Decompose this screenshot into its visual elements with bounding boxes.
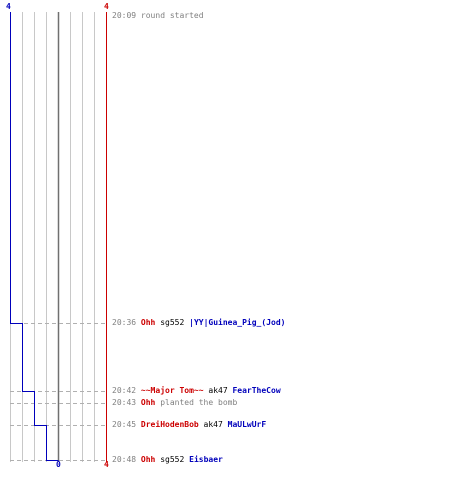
- blue-start-score: 4: [6, 2, 11, 11]
- weapon-name: sg552: [160, 318, 185, 327]
- victim-name: Eisbaer: [189, 455, 223, 464]
- grid-lines: [10, 12, 95, 462]
- event-row: 20:45 DreiHodenBob ak47 MaULwUrF: [112, 420, 266, 430]
- killer-name: Ohh: [140, 455, 156, 464]
- event-row: 20:48 Ohh sg552 Eisbaer: [112, 455, 223, 465]
- victim-name: FearTheCow: [232, 386, 281, 395]
- killer-name: ~~Major Tom~~: [140, 386, 204, 395]
- weapon-name: ak47: [203, 420, 223, 429]
- event-time: 20:43: [112, 398, 137, 407]
- event-message: planted the bomb: [160, 398, 238, 407]
- event-row: 20:42 ~~Major Tom~~ ak47 FearTheCow: [112, 386, 281, 396]
- killer-name: Ohh: [140, 318, 156, 327]
- event-message: round started: [140, 11, 204, 20]
- event-row: 20:09 round started: [112, 11, 204, 21]
- event-time: 20:48: [112, 455, 137, 464]
- actor-name: Ohh: [140, 398, 156, 407]
- event-time: 20:45: [112, 420, 137, 429]
- killer-name: DreiHodenBob: [140, 420, 199, 429]
- red-start-score: 4: [104, 2, 109, 11]
- event-time: 20:42: [112, 386, 137, 395]
- event-time: 20:36: [112, 318, 137, 327]
- blue-team-alive-line: [10, 12, 59, 461]
- victim-name: MaULwUrF: [227, 420, 267, 429]
- weapon-name: ak47: [208, 386, 228, 395]
- event-time: 20:09: [112, 11, 137, 20]
- blue-end-score: 0: [56, 460, 61, 469]
- weapon-name: sg552: [160, 455, 185, 464]
- red-end-score: 4: [104, 460, 109, 469]
- event-row: 20:36 Ohh sg552 |YY|Guinea_Pig_(Jod): [112, 318, 285, 328]
- event-row: 20:43 Ohh planted the bomb: [112, 398, 237, 408]
- victim-name: |YY|Guinea_Pig_(Jod): [189, 318, 286, 327]
